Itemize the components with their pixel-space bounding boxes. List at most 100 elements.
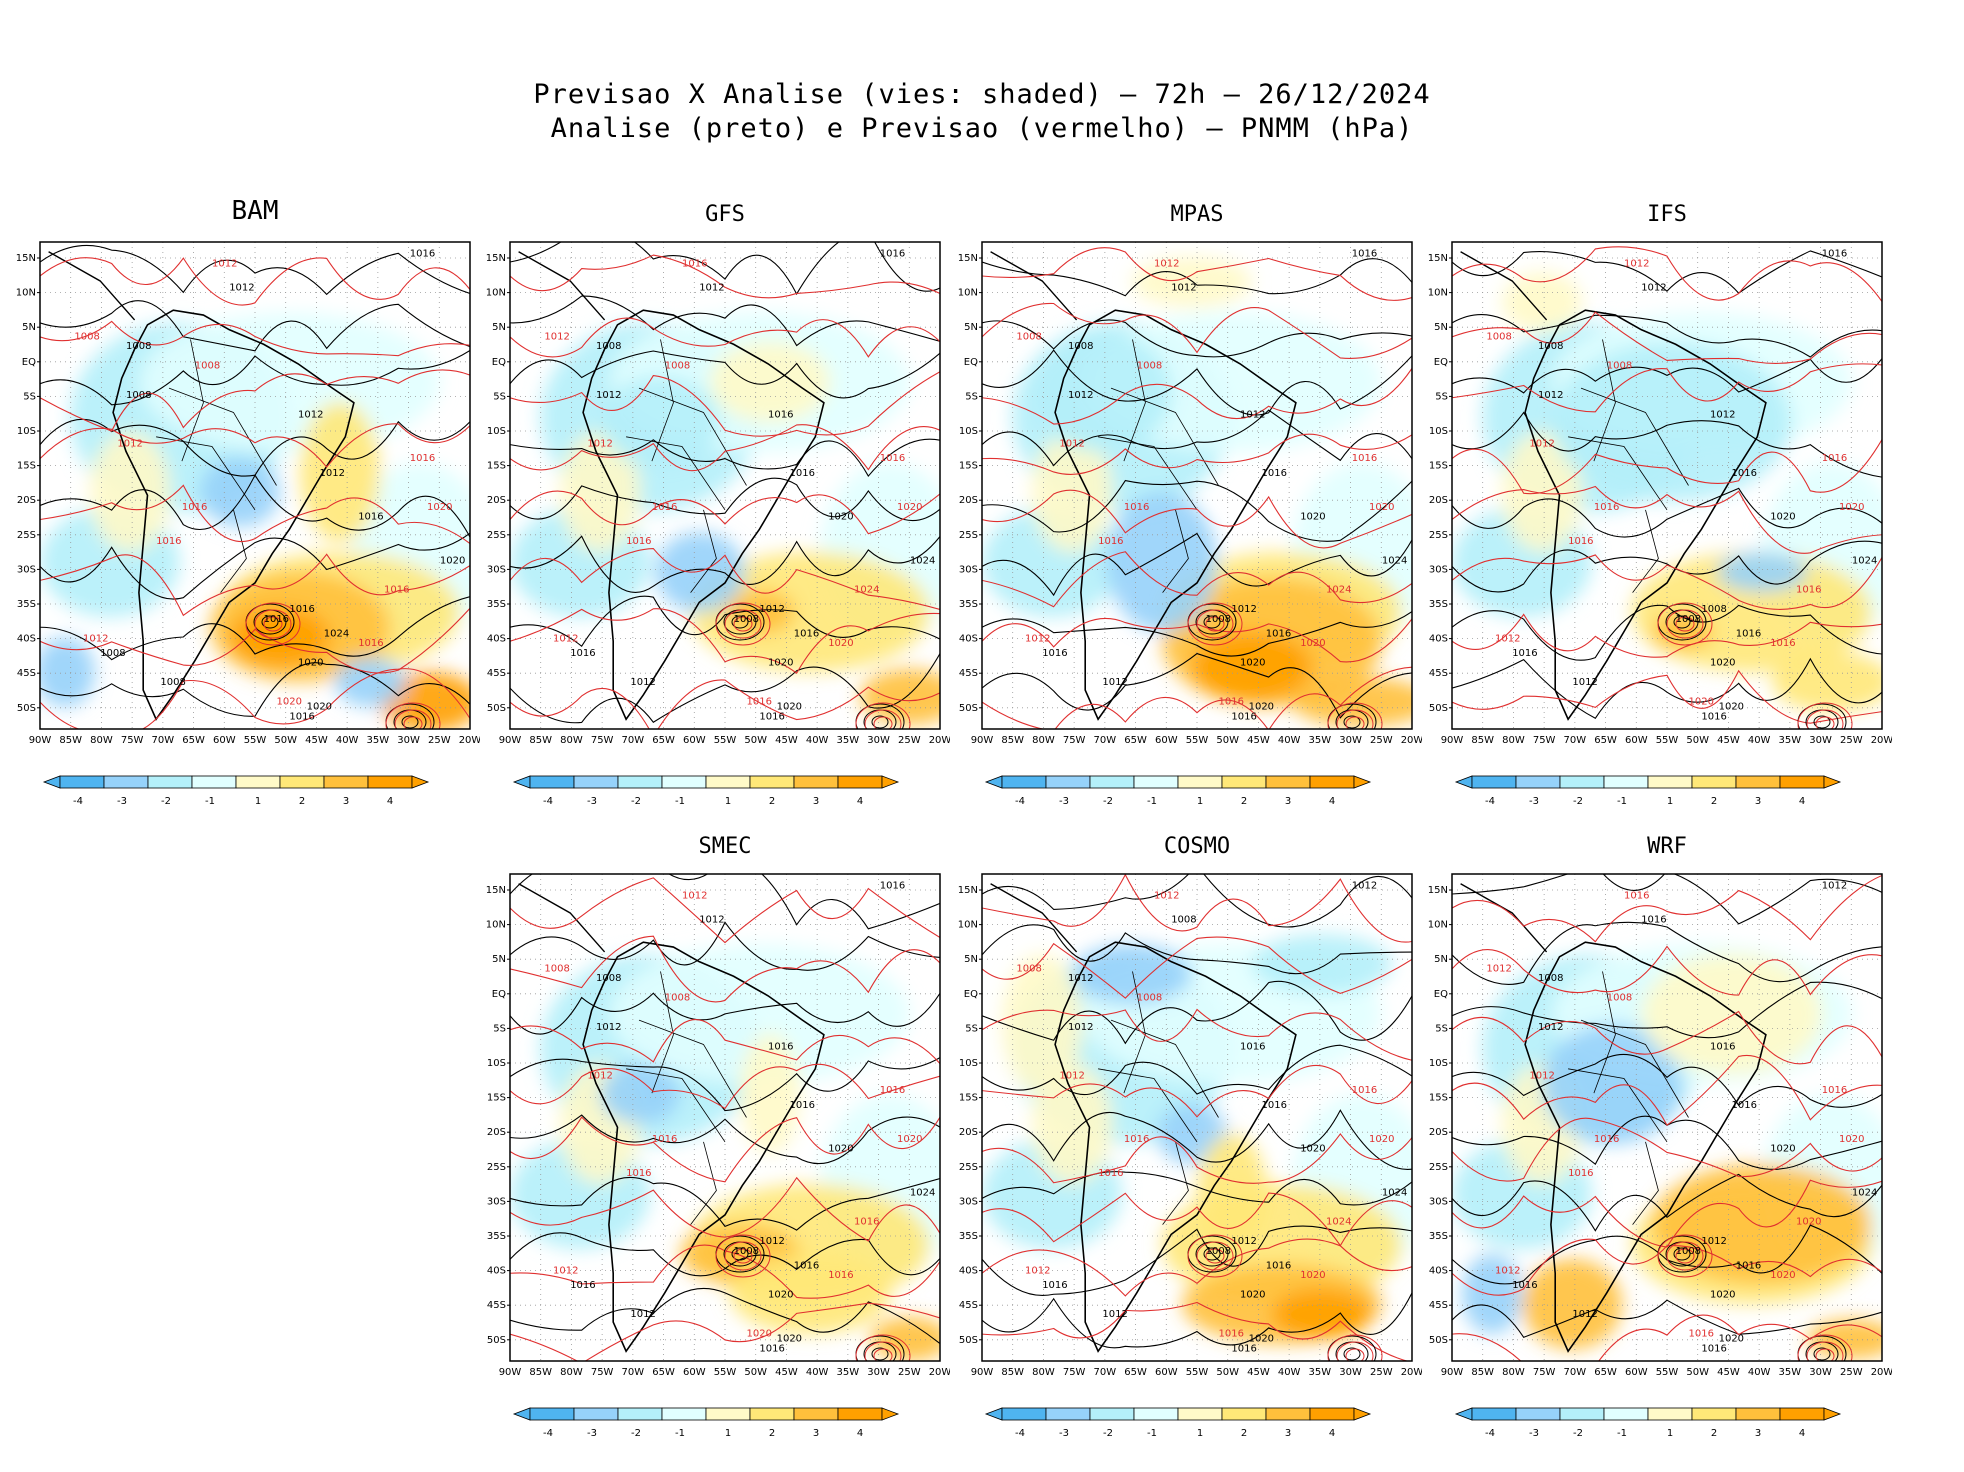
longitude-tick-label: 55W [1656,1367,1679,1378]
latitude-tick-label: 10S [487,426,506,437]
latitude-tick-label: 5N [22,322,36,333]
analysis-isobar-label: 1012 [1701,1236,1726,1247]
bias-shade-neg3 [1107,492,1217,632]
coastline-south-america [1054,941,1297,1353]
figure-title-line2: Analise (preto) e Previsao (vermelho) – … [550,113,1414,144]
analysis-isobar-label: 1016 [759,711,784,722]
forecast-isobar-label: 1020 [1300,638,1325,649]
forecast-isobar-label: 1016 [1098,536,1123,547]
colorbar-label: -1 [1147,1428,1157,1439]
latitude-tick-label: 15N [16,253,36,264]
latitude-tick-label: 35S [1429,599,1448,610]
forecast-isobar [982,433,1412,475]
longitude-tick-label: 50W [1686,735,1709,746]
longitude-tick-label: 60W [1155,735,1178,746]
forecast-isobar-label: 1016 [358,638,383,649]
forecast-isobar [510,424,940,472]
analysis-isobar-label: 1016 [759,1343,784,1354]
longitude-tick-label: 35W [1779,735,1802,746]
latitude-tick-label: 10S [487,1058,506,1069]
longitude-tick-label: 25W [898,735,921,746]
forecast-isobar [510,1176,940,1242]
forecast-isobar-label: 1020 [897,1134,922,1145]
analysis-isobar-label: 1012 [630,677,655,688]
forecast-isobar-label: 1008 [1486,331,1511,342]
colorbar-label: 4 [857,1428,863,1439]
latitude-tick-label: 5S [493,1023,506,1034]
latitude-tick-label: 10S [959,1058,978,1069]
map-plot: 1012100810121012101610161020102410161012… [958,873,1422,1378]
latitude-tick-label: 5N [492,954,506,965]
analysis-isobar [40,350,470,406]
map-plot: 1016101210081012101210161020102410161012… [958,241,1422,746]
colorbar-swatch-pos4 [1779,775,1825,789]
analysis-isobar-label: 1016 [1701,711,1726,722]
forecast-isobar [982,874,1412,943]
forecast-isobar-label: 1008 [1016,331,1041,342]
figure-title: Previsao X Analise (vies: shaded) – 72h … [0,78,1964,146]
forecast-isobar-label: 1016 [1796,585,1821,596]
longitude-tick-label: 80W [560,1367,583,1378]
forecast-isobar [1452,613,1882,658]
latitude-tick-label: 50S [959,703,978,714]
longitude-tick-label: 90W [971,1367,994,1378]
bias-shade-pos2 [730,1254,890,1334]
latitude-tick-label: EQ [964,357,978,368]
colorbar-swatch-neg4 [1001,1407,1047,1421]
latitude-tick-label: 40S [959,1266,978,1277]
analysis-isobar-label: 1020 [1249,1334,1274,1345]
forecast-isobar-label: 1008 [665,993,690,1004]
analysis-isobar-label: 1020 [1770,1144,1795,1155]
longitude-tick-label: 30W [1809,735,1832,746]
latitude-tick-label: 30S [959,564,978,575]
longitude-tick-label: 40W [806,735,829,746]
colorbar-swatch-neg1 [661,1407,707,1421]
longitude-tick-label: 60W [1155,1367,1178,1378]
panel-title: GFS [705,202,745,227]
colorbar-swatch-pos2 [749,1407,795,1421]
colorbar-swatch-pos4 [837,1407,883,1421]
latitude-tick-label: 25S [1429,530,1448,541]
longitude-tick-label: 35W [1779,1367,1802,1378]
latitude-tick-label: 15N [486,253,506,264]
analysis-isobar-label: 1008 [1701,604,1726,615]
analysis-isobar [510,1287,940,1344]
longitude-tick-label: 50W [1216,735,1239,746]
colorbar-label: 1 [1197,1428,1203,1439]
forecast-isobar-label: 1012 [1495,1265,1520,1276]
colorbar: -4 -3 -2 -1 1 2 3 4 [512,1407,900,1439]
longitude-tick-label: 25W [1840,1367,1863,1378]
analysis-isobar [1452,411,1882,478]
colorbar-label: 1 [725,796,731,807]
forecast-isobar-label: 1012 [544,331,569,342]
analysis-isobar-label: 1024 [910,1187,935,1198]
colorbar-label: 1 [1197,796,1203,807]
analysis-isobar-label: 1012 [229,283,254,294]
analysis-isobar [982,1044,1412,1096]
colorbar-label: 2 [1241,796,1247,807]
forecast-isobar-label: 1016 [410,453,435,464]
forecast-isobar [1452,363,1882,413]
forecast-isobar [510,1302,940,1361]
longitude-tick-label: 20W [1871,735,1892,746]
latitude-tick-label: 15S [959,1093,978,1104]
forecast-isobar [1452,1238,1882,1296]
forecast-isobar-label: 1016 [1219,697,1244,708]
latitude-tick-label: 15N [958,253,978,264]
colorbar-label: -1 [675,796,685,807]
forecast-isobar [982,1133,1412,1184]
latitude-tick-label: 40S [1429,634,1448,645]
latitude-tick-label: 35S [487,599,506,610]
analysis-isobar-label: 1012 [596,1022,621,1033]
forecast-isobar-label: 1016 [626,536,651,547]
analysis-isobar-label: 1012 [1068,1022,1093,1033]
analysis-isobar-label: 1024 [324,628,349,639]
analysis-isobar [1452,874,1882,925]
forecast-isobar [1452,1010,1882,1065]
forecast-isobar-label: 1016 [1098,1168,1123,1179]
analysis-isobar [982,611,1412,657]
analysis-isobar [40,662,470,717]
analysis-isobar-label: 1012 [1102,1309,1127,1320]
latitude-tick-label: 5S [1435,391,1448,402]
forecast-isobar-label: 1012 [1624,258,1649,269]
